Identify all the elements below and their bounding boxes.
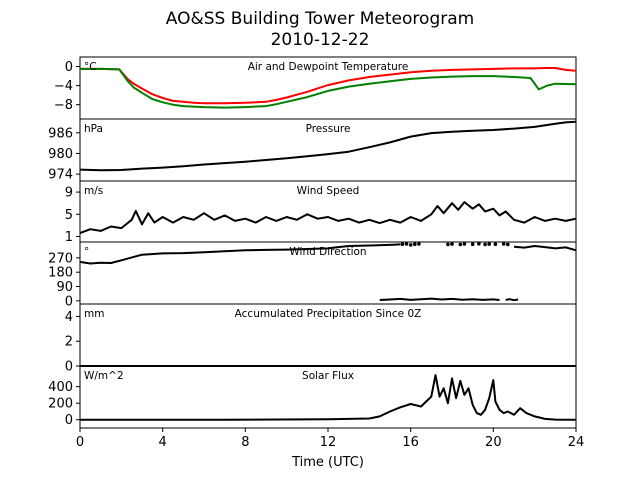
- data-point: [446, 242, 450, 247]
- x-axis-label: Time (UTC): [291, 455, 364, 470]
- y-tick-label: 0: [65, 360, 73, 375]
- y-tick-label: 9: [65, 186, 73, 201]
- y-tick-label: 90: [56, 280, 73, 295]
- panel-unit: mm: [84, 308, 104, 320]
- series-line: [79, 243, 401, 265]
- panel-unit: °C: [84, 61, 97, 73]
- panel-temp: 0 −4 −8 °C Air and Dewpoint Temperature: [54, 56, 577, 120]
- panel-precip: 0 2 4 mm Accumulated Precipitation Since 0Z: [65, 303, 577, 375]
- y-tick-label: 400: [48, 380, 73, 395]
- data-point: [470, 242, 475, 246]
- y-tick-label: 0: [65, 294, 73, 309]
- data-point: [487, 242, 492, 246]
- panel-unit: m/s: [84, 185, 103, 197]
- data-point: [400, 242, 405, 246]
- y-tick-label: 0: [65, 60, 73, 75]
- data-point: [506, 242, 510, 247]
- panel-pressure: 974 980 986 hPa Pressure: [48, 118, 577, 183]
- series-line: [80, 374, 577, 421]
- data-point: [477, 241, 481, 246]
- x-axis: 0 4 8 12 16 20 24: [76, 428, 584, 450]
- series-line: [80, 67, 577, 105]
- x-tick-label: 16: [402, 435, 419, 450]
- series-line: [80, 67, 577, 109]
- x-tick-label: 24: [568, 435, 585, 450]
- y-tick-label: 5: [65, 208, 73, 223]
- x-tick-label: 0: [76, 435, 84, 450]
- y-tick-label: 4: [65, 310, 73, 325]
- panel-unit: hPa: [84, 123, 103, 135]
- data-point: [413, 242, 417, 246]
- x-tick-label: 20: [485, 435, 502, 450]
- series-line: [505, 298, 519, 302]
- data-point: [493, 242, 498, 246]
- y-tick-label: −8: [54, 98, 73, 113]
- data-point: [450, 242, 454, 246]
- y-tick-label: 200: [48, 397, 73, 412]
- data-point: [462, 242, 467, 246]
- panel-wind_speed: 1 5 9 m/s Wind Speed: [65, 180, 577, 245]
- y-tick-label: 986: [48, 126, 73, 141]
- figure-title-line1: AO&SS Building Tower Meteorogram: [166, 9, 474, 29]
- series-line: [513, 245, 577, 252]
- x-tick-label: 8: [241, 435, 249, 450]
- panel-title: Accumulated Precipitation Since 0Z: [235, 308, 422, 320]
- panels-group: 0 −4 −8 °C Air and Dewpoint Temperature 974 98…: [48, 56, 577, 429]
- series-line: [79, 120, 577, 172]
- data-point: [408, 243, 413, 247]
- y-tick-label: 980: [48, 147, 73, 162]
- data-point: [458, 242, 463, 247]
- y-tick-label: 2: [65, 335, 73, 350]
- panel-unit: W/m^2: [84, 370, 124, 382]
- y-tick-label: 180: [48, 266, 73, 281]
- series-line: [79, 201, 577, 235]
- panel-title: Wind Speed: [297, 185, 360, 197]
- y-tick-label: −4: [54, 79, 73, 94]
- y-tick-label: 1: [65, 230, 73, 245]
- figure-title-line2: 2010-12-22: [271, 30, 370, 50]
- series-line: [379, 297, 500, 301]
- y-tick-label: 270: [48, 251, 73, 266]
- panel-title: Pressure: [306, 123, 351, 135]
- data-point: [483, 242, 487, 247]
- data-point: [404, 242, 409, 246]
- y-tick-label: 0: [65, 413, 73, 428]
- x-tick-label: 4: [159, 435, 167, 450]
- panel-title: Air and Dewpoint Temperature: [248, 61, 409, 73]
- data-point: [501, 242, 506, 246]
- x-tick-label: 12: [320, 435, 337, 450]
- panel-title: Wind Direction: [289, 246, 366, 258]
- panel-unit: °: [84, 246, 89, 258]
- panel-title: Solar Flux: [302, 370, 354, 382]
- data-point: [417, 242, 421, 246]
- y-tick-label: 974: [48, 168, 73, 183]
